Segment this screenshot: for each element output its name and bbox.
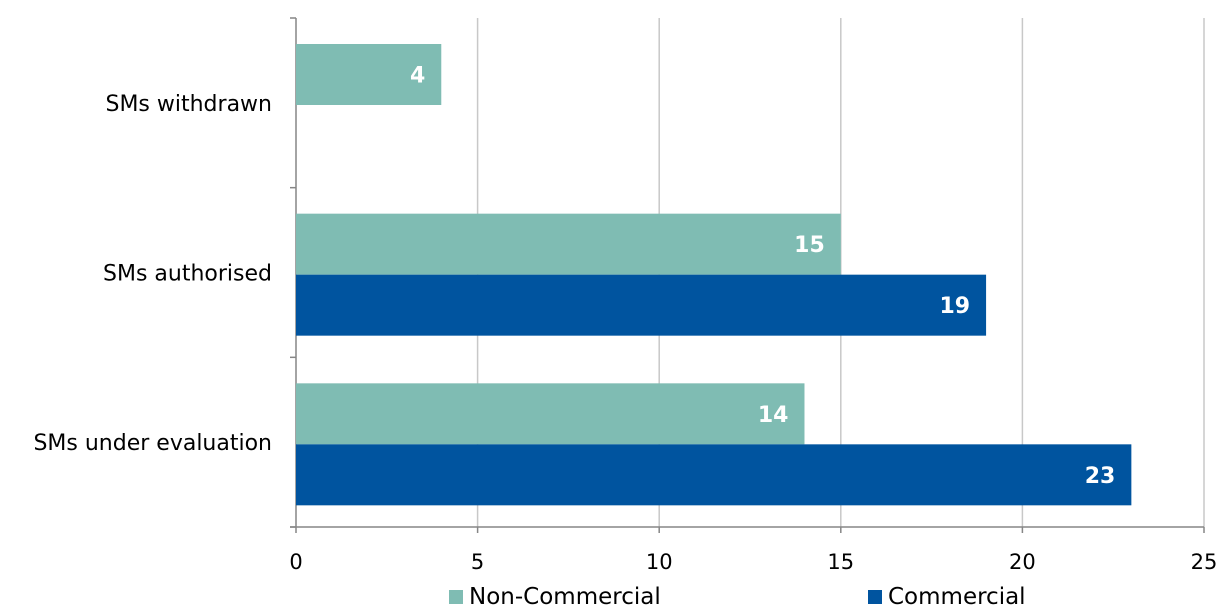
category-label: SMs under evaluation <box>33 431 272 456</box>
bar-non-commercial <box>296 383 805 445</box>
x-tick-label: 15 <box>827 550 854 574</box>
legend-label-non-commercial: Non-Commercial <box>469 584 661 610</box>
legend-swatch-non-commercial <box>449 590 463 604</box>
x-tick-label: 5 <box>471 550 484 574</box>
data-labels: 4 15 19 14 23 <box>410 64 1115 489</box>
bars <box>296 44 1132 506</box>
legend-label-commercial: Commercial <box>888 584 1026 610</box>
category-label: SMs authorised <box>103 262 272 287</box>
x-tick-label: 10 <box>646 550 673 574</box>
data-label: 19 <box>939 294 970 319</box>
legend-swatch-commercial <box>868 590 882 604</box>
x-tick-label: 0 <box>289 550 302 574</box>
data-label: 14 <box>758 403 789 428</box>
bar-commercial <box>296 274 987 336</box>
data-label: 15 <box>794 233 825 258</box>
x-tick-label: 25 <box>1191 550 1218 574</box>
bar-commercial <box>296 444 1132 506</box>
data-label: 23 <box>1085 464 1116 489</box>
bar-non-commercial <box>296 213 841 275</box>
x-tick-label: 20 <box>1009 550 1036 574</box>
category-label: SMs withdrawn <box>105 92 272 117</box>
bar-non-commercial <box>296 44 442 105</box>
data-label: 4 <box>410 64 425 89</box>
x-tick-labels: 0 5 10 15 20 25 <box>289 550 1217 574</box>
legend: Non-Commercial Commercial <box>449 584 1026 610</box>
category-labels: SMs withdrawn SMs authorised SMs under eva… <box>33 92 272 456</box>
